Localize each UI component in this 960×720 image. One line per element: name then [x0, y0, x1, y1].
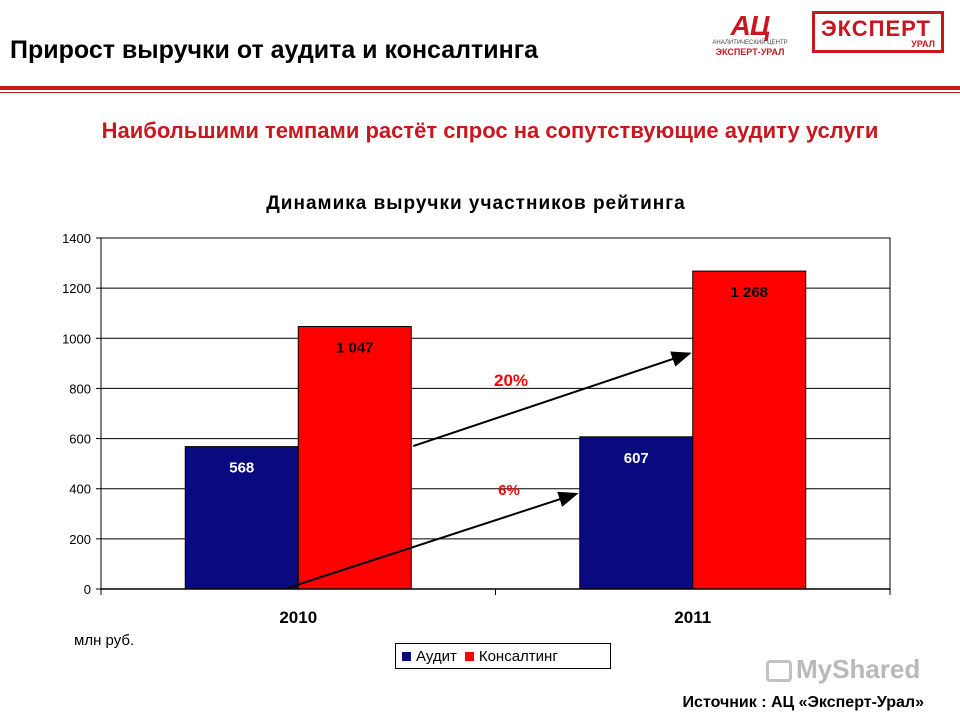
unit-note: млн руб.: [74, 632, 135, 649]
expert-ural-logo: ЭКСПЕРТ УРАЛ: [812, 11, 944, 53]
legend-item-audit: Аудит: [402, 648, 457, 665]
data-label: 607: [624, 450, 649, 467]
y-tick-label: 0: [84, 582, 91, 597]
legend-swatch-consulting: [464, 651, 474, 661]
page-title: Прирост выручки от аудита и консалтинга: [10, 36, 539, 64]
y-tick-label: 800: [69, 381, 91, 396]
bar-audit-2011: [579, 436, 694, 590]
data-label: 568: [229, 460, 254, 477]
source-note: Источник : АЦ «Эксперт-Урал»: [682, 694, 924, 711]
header-divider: [0, 86, 960, 90]
logo-word: ЭКСПЕРТ: [821, 16, 931, 41]
logo-line2: ЭКСПЕРТ-УРАЛ: [715, 47, 785, 57]
y-tick-label: 400: [69, 482, 91, 497]
x-category-label: 2011: [674, 608, 711, 627]
logo-line1: АНАЛИТИЧЕСКИЙ ЦЕНТР: [712, 40, 788, 46]
growth-arrow-consulting: [412, 351, 692, 448]
logo-sub: УРАЛ: [911, 39, 935, 49]
data-label: 1 047: [336, 340, 374, 357]
growth-label-consulting: 20%: [494, 371, 528, 390]
chart-legend: Аудит Консалтинг: [395, 643, 611, 669]
header-divider-thin: [0, 92, 960, 93]
y-tick-label: 1400: [62, 231, 91, 246]
watermark-text: MyShared: [796, 654, 921, 684]
y-tick-label: 1000: [62, 331, 91, 346]
chart-title: Динамика выручки участников рейтинга: [266, 193, 686, 214]
legend-label-consulting: Консалтинг: [478, 647, 558, 665]
bar-audit-2010: [184, 446, 299, 590]
bar-consulting-2010: [297, 326, 412, 590]
bar-consulting-2011: [692, 270, 807, 590]
legend-label-audit: Аудит: [416, 647, 457, 665]
watermark: MyShared: [766, 654, 920, 685]
growth-label-audit: 6%: [498, 482, 520, 499]
growth-arrow-audit: [287, 491, 579, 589]
data-label: 1 268: [730, 284, 768, 301]
y-tick-label: 600: [69, 432, 91, 447]
legend-swatch-audit: [402, 651, 411, 661]
x-category-label: 2010: [279, 608, 317, 627]
presentation-icon: [766, 660, 792, 683]
y-tick-label: 200: [69, 532, 91, 547]
slide-subtitle: Наибольшими темпами растёт спрос на сопу…: [101, 118, 879, 143]
legend-item-consulting: Консалтинг: [464, 647, 558, 665]
logo-mark: АЦ: [730, 10, 771, 41]
expert-ural-center-logo: АЦ АНАЛИТИЧЕСКИЙ ЦЕНТР ЭКСПЕРТ-УРАЛ: [704, 12, 796, 58]
y-tick-label: 1200: [62, 281, 91, 296]
